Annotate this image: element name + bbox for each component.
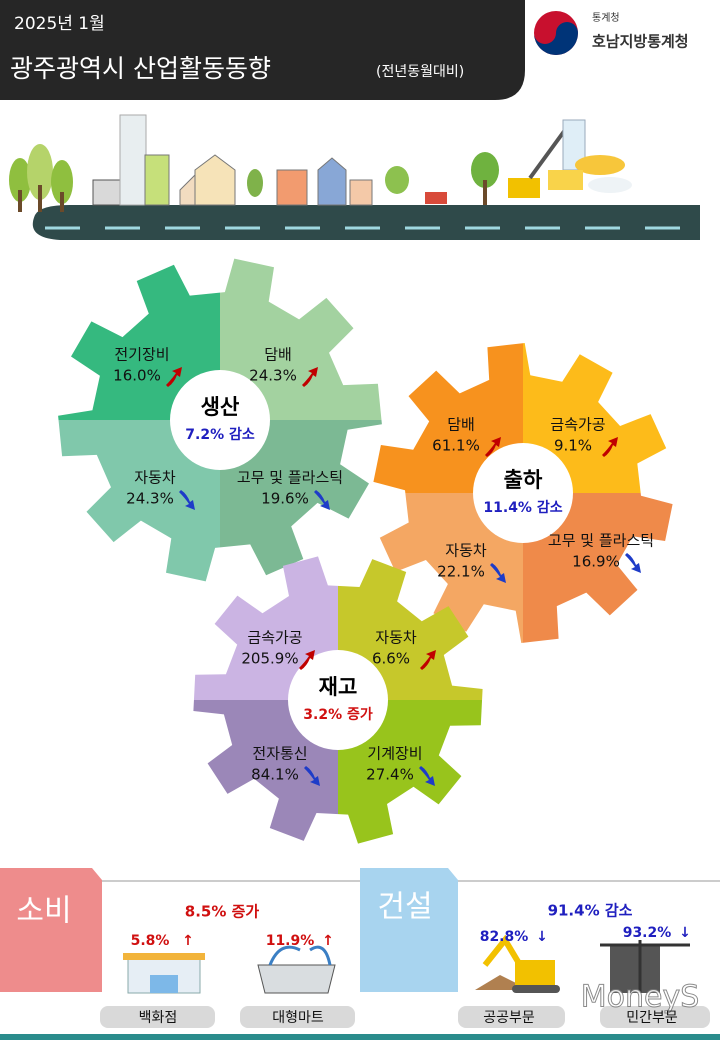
item-label: 담배 — [264, 346, 292, 364]
trend-arrow — [314, 490, 330, 510]
gear-summary: 3.2% 증가 — [303, 707, 373, 723]
construction-title: 건설 — [377, 890, 432, 925]
label-box — [600, 1006, 710, 1028]
item-arrow: ↑ — [182, 933, 194, 949]
gears: 생산 7.2% 감소 전기장비 16.0% 담배 24.3% 자동차 24.3% 고무 및 플라… — [58, 258, 673, 844]
label-box — [240, 1006, 355, 1028]
item-label: 공공부문 — [483, 1010, 535, 1026]
org-small: 통계청 — [592, 12, 620, 24]
consumption-section: 소비 8.5% 증가 — [0, 868, 360, 1028]
bottom-bar — [0, 1034, 720, 1040]
gear-name: 출하 — [504, 468, 543, 492]
title: 광주광역시 산업활동동향 — [10, 54, 271, 83]
gear-summary: 7.2% 감소 — [185, 426, 255, 443]
gear-center — [170, 370, 270, 470]
item-value: 16.0% — [113, 367, 161, 385]
trend-arrow — [602, 437, 618, 457]
item-label: 백화점 — [139, 1010, 178, 1026]
item-label: 자동차 — [445, 542, 487, 560]
gear-summary: 11.4% 감소 — [483, 499, 562, 516]
trend-arrow — [625, 553, 641, 573]
item-value: 93.2% — [623, 925, 672, 941]
item-value: 5.8% — [131, 933, 170, 949]
item-value: 82.8% — [480, 929, 529, 945]
item-value: 11.9% — [266, 933, 315, 949]
gear: 재고 3.2% 증가 금속가공 205.9% 자동차 6.6% 전자통신 84.1% 기계장비 2… — [193, 556, 483, 844]
item-value: 6.6% — [372, 650, 410, 668]
item-label: 자동차 — [134, 469, 176, 487]
item-arrow: ↓ — [679, 925, 691, 941]
label-box — [458, 1006, 565, 1028]
trend-arrow — [302, 367, 318, 387]
trend-arrow — [166, 367, 182, 387]
item-label: 전기장비 — [114, 346, 169, 364]
trend-arrow — [299, 650, 315, 670]
item-label: 기계장비 — [367, 745, 422, 763]
trend-arrow — [420, 650, 436, 670]
trend-arrow — [485, 437, 501, 457]
gear-center — [473, 443, 573, 543]
department-store-icon — [123, 953, 205, 994]
item-value: 27.4% — [366, 766, 414, 784]
item-value: 19.6% — [261, 490, 309, 508]
trend-arrow — [179, 490, 195, 510]
item-label: 금속가공 — [247, 629, 302, 647]
item-value: 84.1% — [251, 766, 299, 784]
consumption-summary: 8.5% 증가 — [185, 903, 260, 921]
excavator-icon — [475, 934, 560, 993]
item-label: 금속가공 — [550, 416, 605, 434]
item-label: 고무 및 플라스틱 — [237, 469, 343, 487]
label-box — [100, 1006, 215, 1028]
item-label: 전자통신 — [252, 745, 307, 763]
item-label: 담배 — [447, 416, 475, 434]
item-value: 61.1% — [432, 437, 480, 455]
item-value: 24.3% — [249, 367, 297, 385]
construction-section: 건설 91.4% 감소 — [360, 868, 720, 1028]
city-illustration — [9, 114, 701, 240]
gear: 출하 11.4% 감소 담배 61.1% 금속가공 9.1% 자동차 22.1% 고무 및 플라… — [373, 343, 673, 643]
item-value: 9.1% — [554, 437, 592, 455]
date: 2025년 1월 — [14, 14, 105, 34]
item-arrow: ↑ — [322, 933, 334, 949]
item-value: 24.3% — [126, 490, 174, 508]
consumption-title: 소비 — [16, 894, 71, 929]
item-label: 민간부문 — [626, 1010, 678, 1026]
item-label: 대형마트 — [272, 1010, 324, 1026]
gear-name: 생산 — [201, 395, 240, 419]
trend-arrow — [490, 563, 506, 583]
trend-arrow — [419, 766, 435, 786]
subtitle: (전년동월대비) — [376, 64, 464, 80]
item-arrow: ↓ — [536, 929, 548, 945]
trend-arrow — [304, 766, 320, 786]
watermark: MoneyS — [581, 980, 700, 1015]
item-value: 205.9% — [241, 650, 298, 668]
basket-icon — [257, 945, 336, 994]
gear: 생산 7.2% 감소 전기장비 16.0% 담배 24.3% 자동차 24.3% 고무 및 플라… — [58, 258, 382, 582]
item-value: 22.1% — [437, 563, 485, 581]
crane-icon — [600, 940, 690, 993]
logo: 통계청 호남지방통계청 — [534, 11, 689, 55]
construction-summary: 91.4% 감소 — [548, 902, 633, 920]
gear-name: 재고 — [319, 675, 358, 699]
header-band — [0, 0, 525, 100]
gear-center — [288, 650, 388, 750]
item-value: 16.9% — [572, 553, 620, 571]
item-label: 자동차 — [375, 629, 417, 647]
item-label: 고무 및 플라스틱 — [548, 532, 654, 550]
org: 호남지방통계청 — [592, 33, 689, 51]
